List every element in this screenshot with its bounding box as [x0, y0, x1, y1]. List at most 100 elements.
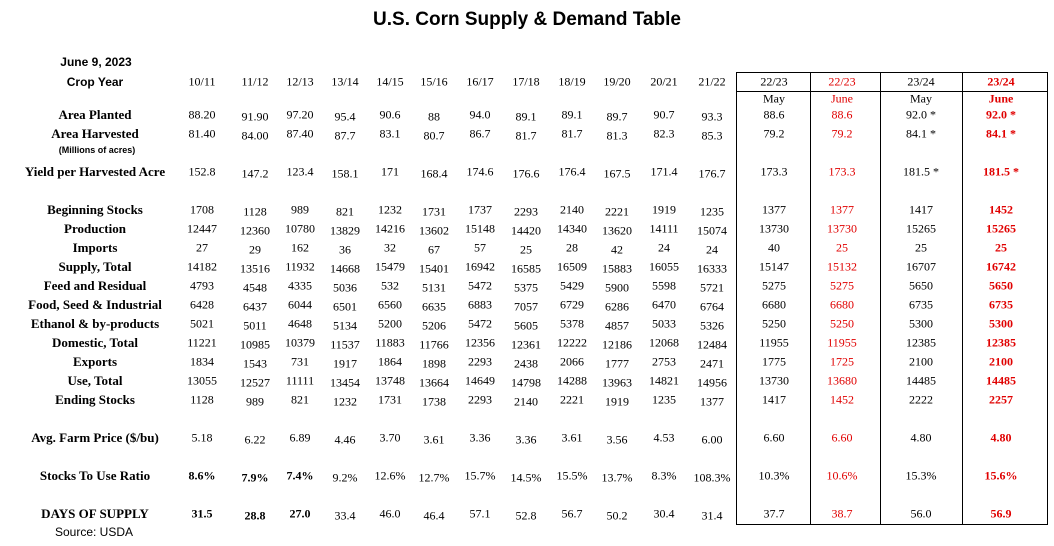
cell: 31.4 — [701, 508, 723, 523]
row-label: Production — [64, 221, 126, 236]
column-year: 20/21 — [650, 74, 678, 89]
cell: 4335 — [288, 278, 312, 293]
cell: 7057 — [514, 299, 538, 314]
cell: 13.7% — [601, 470, 633, 485]
cell: 6680 — [762, 297, 786, 312]
cell: 13055 — [187, 373, 217, 388]
column-year: 17/18 — [512, 74, 540, 89]
cell: 1235 — [652, 392, 676, 407]
cell: 5206 — [422, 318, 446, 333]
column-year: 22/23 — [760, 74, 788, 89]
cell: 3.70 — [379, 430, 401, 445]
cell: 86.7 — [469, 126, 491, 141]
row-label: Ending Stocks — [55, 392, 135, 407]
cell: 11221 — [187, 335, 217, 350]
cell: 30.4 — [653, 506, 675, 521]
cell: 14420 — [511, 223, 541, 238]
cell: 79.2 — [763, 126, 785, 141]
cell: 6.00 — [701, 432, 723, 447]
row-label: Stocks To Use Ratio — [39, 468, 151, 483]
cell: 171.4 — [650, 164, 678, 179]
cell: 84.00 — [241, 128, 269, 143]
cell: 6470 — [652, 297, 676, 312]
cell: 6501 — [333, 299, 357, 314]
cell: 1377 — [700, 394, 724, 409]
cell: 5021 — [190, 316, 214, 331]
cell: 29 — [249, 242, 261, 257]
cell: 162 — [291, 240, 309, 255]
row-label: Beginning Stocks — [47, 202, 143, 217]
cell: 15265 — [986, 221, 1016, 236]
cell: 1777 — [605, 356, 629, 371]
cell: 83.1 — [379, 126, 401, 141]
cell: 6883 — [468, 297, 492, 312]
cell: 15074 — [697, 223, 727, 238]
cell: 1232 — [333, 394, 357, 409]
cell: 92.0 * — [906, 107, 936, 122]
cell: 57 — [474, 240, 486, 255]
cell: 2293 — [468, 354, 492, 369]
cell: 1708 — [190, 202, 214, 217]
column-year: 14/15 — [376, 74, 404, 89]
cell: 15.3% — [905, 468, 937, 483]
cell: 6764 — [700, 299, 724, 314]
cell: 5036 — [333, 280, 357, 295]
cell: 5300 — [989, 316, 1013, 331]
cell: 5429 — [560, 278, 584, 293]
cell: 13620 — [602, 223, 632, 238]
cell: 13602 — [419, 223, 449, 238]
cell: 94.0 — [469, 107, 491, 122]
cell: 6.22 — [244, 432, 266, 447]
row-label: Domestic, Total — [52, 335, 138, 350]
cell: 4548 — [243, 280, 267, 295]
cell: 1919 — [652, 202, 676, 217]
cell: 56.0 — [910, 506, 932, 521]
cell: 13730 — [759, 221, 789, 236]
column-year: 10/11 — [188, 74, 216, 89]
cell: 15132 — [827, 259, 857, 274]
column-year: 13/14 — [331, 74, 359, 89]
cell: 1417 — [909, 202, 933, 217]
cell: 13963 — [602, 375, 632, 390]
cell: 95.4 — [334, 109, 356, 124]
cell: 12385 — [906, 335, 936, 350]
cell: 27.0 — [289, 506, 311, 521]
cell: 5275 — [762, 278, 786, 293]
cell: 176.7 — [698, 166, 726, 181]
cell: 6680 — [830, 297, 854, 312]
cell: 13829 — [330, 223, 360, 238]
cell: 6.60 — [763, 430, 785, 445]
cell: 1864 — [378, 354, 402, 369]
cell: 14668 — [330, 261, 360, 276]
cell: 16942 — [465, 259, 495, 274]
cell: 38.7 — [831, 506, 853, 521]
cell: 14111 — [649, 221, 679, 236]
cell: 10.3% — [758, 468, 790, 483]
cell: 821 — [291, 392, 309, 407]
cell: 1452 — [830, 392, 854, 407]
cell: 6437 — [243, 299, 267, 314]
cell: 84.1 * — [986, 126, 1016, 141]
cell: 10780 — [285, 221, 315, 236]
cell: 6635 — [422, 299, 446, 314]
cell: 42 — [611, 242, 623, 257]
cell: 14485 — [986, 373, 1016, 388]
cell: 174.6 — [466, 164, 494, 179]
cell: 12360 — [240, 223, 270, 238]
cell: 14485 — [906, 373, 936, 388]
cell: 81.3 — [606, 128, 628, 143]
cell: 90.6 — [379, 107, 401, 122]
cell: 5472 — [468, 316, 492, 331]
cell: 12.6% — [374, 468, 406, 483]
cell: 2222 — [909, 392, 933, 407]
cell: 4.80 — [990, 430, 1012, 445]
row-label: Imports — [72, 240, 118, 255]
cell: 88 — [428, 109, 440, 124]
cell: 9.2% — [332, 470, 358, 485]
cell: 158.1 — [331, 166, 359, 181]
cell: 8.6% — [188, 468, 216, 483]
cell: 84.1 * — [906, 126, 936, 141]
row-label: Exports — [72, 354, 118, 369]
cell: 6560 — [378, 297, 402, 312]
cell: 2140 — [560, 202, 584, 217]
